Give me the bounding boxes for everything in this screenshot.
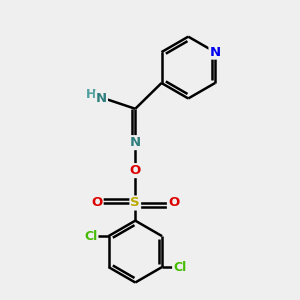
Text: O: O xyxy=(92,196,103,209)
Text: N: N xyxy=(209,46,220,59)
Text: H: H xyxy=(86,88,96,100)
Text: Cl: Cl xyxy=(84,230,98,243)
Text: Cl: Cl xyxy=(173,260,186,274)
Text: N: N xyxy=(96,92,107,105)
Text: O: O xyxy=(168,196,179,209)
Text: S: S xyxy=(130,196,140,209)
Text: O: O xyxy=(130,164,141,177)
Text: N: N xyxy=(130,136,141,149)
